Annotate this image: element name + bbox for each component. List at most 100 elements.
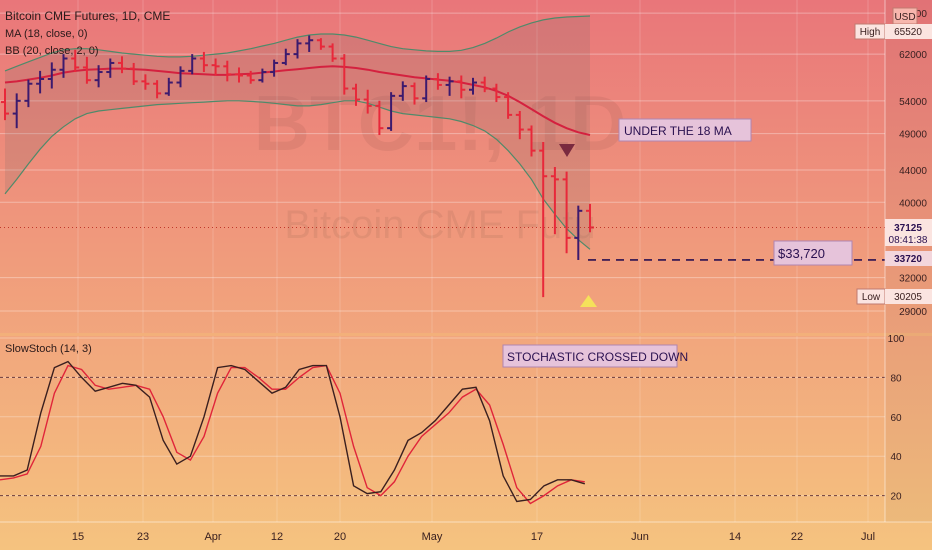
ohlc-bar-29 [340,54,349,95]
ohlc-bar-33 [387,92,396,131]
price-tick-label: 40000 [899,198,927,209]
ohlc-bar-28 [328,43,337,62]
time-tick-label: 20 [334,531,346,543]
ohlc-bar-25 [293,39,302,59]
last-price-box [885,219,932,246]
ohlc-bar-9 [106,58,115,78]
low-tag-label: Low [862,292,881,303]
time-tick-label: 17 [531,531,543,543]
ohlc-bar-6 [71,49,80,73]
time-axis: 15 23 Apr 12 20 May 17 Jun 14 22 Jul [72,531,875,543]
high-value-box [885,24,932,39]
down-triangle-marker [559,144,575,157]
ohlc-bar-26 [305,35,314,52]
bb-lower-line [4,100,591,250]
ohlc-bar-37 [433,73,442,90]
countdown-value: 08:41:38 [889,235,928,246]
ohlc-bar-8 [94,65,103,88]
ma-legend: MA (18, close, 0) [5,28,88,40]
price-tick-label: 32000 [899,274,927,285]
ohlc-bar-10 [118,56,126,74]
price-tick-label: 29000 [899,307,927,318]
ohlc-bar-44 [515,110,524,140]
high-tag-label: High [860,27,881,38]
price-tick-label: 62000 [899,50,927,61]
watermark-name: Bitcoin CME Futu [284,203,595,247]
time-tick-label: 12 [271,531,283,543]
time-tick-label: May [422,531,443,543]
stoch-tick-label: 40 [890,452,902,463]
ohlc-bar-5 [59,54,68,78]
annotation-stoch: STOCHASTIC CROSSED DOWN [502,344,688,368]
ohlc-bar-4 [47,62,56,89]
ohlc-bar-46 [539,142,548,298]
ohlc-bar-3 [36,70,45,94]
ohlc-bar-23 [270,59,279,77]
annotation-text: UNDER THE 18 MA [624,124,732,138]
stoch-axis: 100 80 60 40 20 [888,334,905,503]
ohlc-bar-11 [129,62,138,85]
time-tick-label: 15 [72,531,84,543]
time-tick-label: 23 [137,531,149,543]
low-value-box [885,289,932,304]
ohlc-bar-40 [469,77,477,95]
stoch-tick-label: 60 [890,413,902,424]
stoch-tick-label: 80 [890,373,902,384]
level-value: 33720 [894,254,922,265]
panel-separator [0,333,932,336]
currency-label: USD [894,12,915,23]
up-triangle-marker [580,295,597,307]
ohlc-bar-31 [363,89,372,114]
time-tick-label: Apr [204,531,221,543]
ohlc-bar-0 [1,88,9,121]
ohlc-bar-45 [527,125,536,157]
ohlc-bar-17 [199,51,208,73]
ohlc-bar-41 [480,76,489,93]
ohlc-bar-22 [258,68,267,83]
ohlc-bar-36 [422,75,431,103]
ohlc-bar-19 [223,60,232,82]
ohlc-bar-38 [445,76,454,96]
time-tick-label: 22 [791,531,803,543]
time-tick-label: Jun [631,531,649,543]
ohlc-bar-7 [82,56,91,84]
annotation-box [618,118,752,142]
ohlc-bar-20 [235,67,243,83]
price-axis: 7000062000540004900044000400003200029000… [854,0,932,522]
ohlc-bar-43 [504,92,513,119]
ohlc-bar-39 [457,75,466,99]
ohlc-bar-42 [492,83,501,103]
chart-title: Bitcoin CME Futures, 1D, CME [5,9,170,23]
price-tick-label: 49000 [899,130,927,141]
ohlc-bar-21 [246,70,255,84]
bb-upper-line [4,15,591,72]
stoch-tick-label: 100 [888,334,905,345]
price-tick-label: 44000 [899,166,927,177]
ohlc-bar-24 [281,48,290,66]
time-tick-label: Jul [861,531,875,543]
ohlc-bar-2 [24,79,33,108]
ohlc-bar-49 [574,205,583,260]
ohlc-bar-27 [316,38,325,50]
ohlc-bar-48 [562,171,571,254]
stoch-legend: SlowStoch (14, 3) [5,343,92,355]
level-value-box [885,251,932,266]
annotation-text: STOCHASTIC CROSSED DOWN [507,350,688,364]
ohlc-bar-12 [141,74,150,90]
ohlc-bar-16 [188,54,197,75]
low-value: 30205 [894,292,922,303]
high-value: 65520 [894,27,922,38]
last-price-value: 37125 [894,223,922,234]
stoch-d-line [0,364,585,505]
annotation-box [502,344,678,368]
ohlc-bar-47 [550,166,559,235]
ohlc-bar-34 [398,81,407,101]
annotation-box [773,240,853,266]
ohlc-bar-1 [12,93,21,129]
ohlc-bar-32 [375,100,384,136]
ohlc-bar-35 [410,82,419,105]
price-tick-label: 54000 [899,97,927,108]
bb-fill [5,16,590,250]
